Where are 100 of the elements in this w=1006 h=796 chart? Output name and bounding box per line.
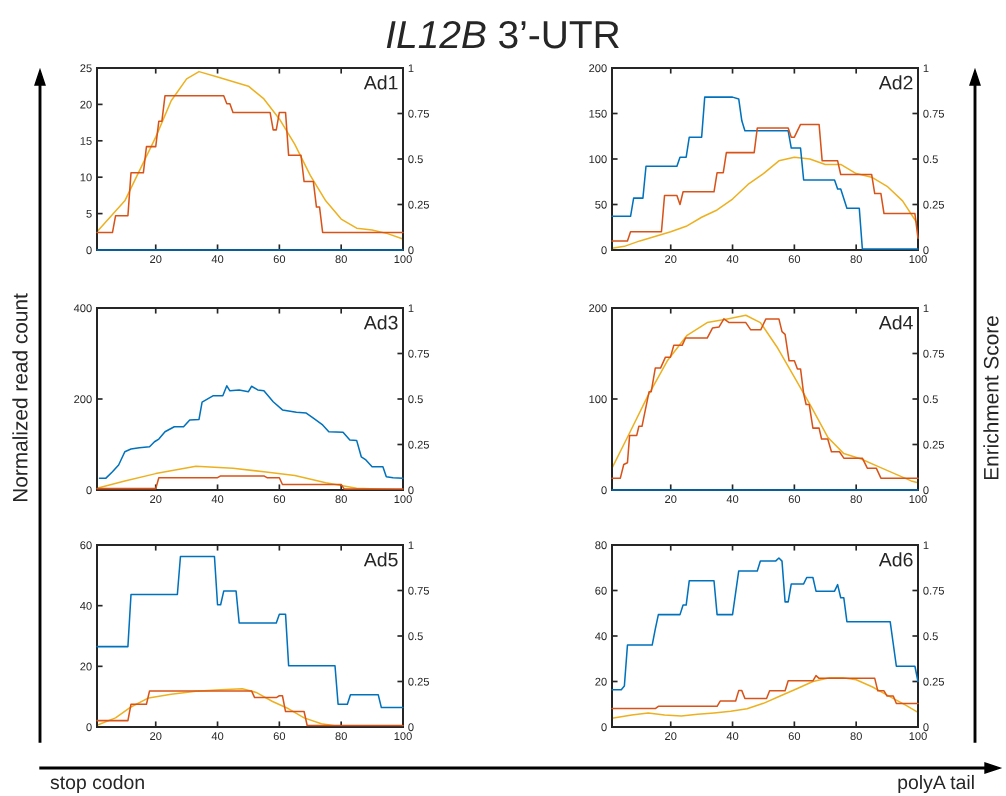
y2-tick-label: 0 xyxy=(923,486,929,495)
y2-tick-label: 0.25 xyxy=(408,440,430,449)
y2-tick-label: 0.75 xyxy=(923,586,945,595)
y2-tick-label: 0.75 xyxy=(923,109,945,118)
line-series xyxy=(98,385,404,479)
x-tick-label: 60 xyxy=(273,255,286,264)
chart-title: Ad5 xyxy=(363,552,398,567)
y-tick-label: 40 xyxy=(595,632,607,641)
x-tick-label: 60 xyxy=(788,732,801,741)
x-tick-label: 60 xyxy=(273,495,286,504)
y-tick-label: 15 xyxy=(80,137,92,145)
x-tick-label: 40 xyxy=(211,732,224,741)
y2-tick-label: 0 xyxy=(408,246,414,255)
y-tick-label: 50 xyxy=(595,200,607,209)
y-tick-label: 200 xyxy=(589,304,607,313)
y2-tick-label: 0.5 xyxy=(408,632,423,641)
y-tick-label: 0 xyxy=(86,486,92,495)
y2-tick-label: 1 xyxy=(923,541,929,550)
chart-title: Ad1 xyxy=(363,75,398,90)
x-tick-label: 20 xyxy=(665,255,677,264)
y-tick-label: 0 xyxy=(86,723,92,732)
y2-tick-label: 0.5 xyxy=(923,395,938,404)
y2-tick-label: 0.5 xyxy=(923,155,938,164)
x-tick-label: 40 xyxy=(211,255,224,264)
y-tick-label: 40 xyxy=(80,601,92,610)
x-tick-label: 40 xyxy=(726,255,739,264)
x-tick-label: 100 xyxy=(394,255,412,264)
x-tick-label: 20 xyxy=(665,732,677,741)
y-tick-label: 200 xyxy=(589,64,607,73)
y2-tick-label: 0.75 xyxy=(408,349,430,358)
x-tick-label: 100 xyxy=(394,732,412,741)
x-tick-label: 40 xyxy=(726,495,739,504)
x-tick-label: 80 xyxy=(335,495,347,504)
y2-tick-label: 0.75 xyxy=(408,109,430,118)
y2-tick-label: 1 xyxy=(923,304,929,313)
y-tick-label: 0 xyxy=(601,723,607,732)
y-tick-label: 60 xyxy=(595,586,607,595)
y-tick-label: 80 xyxy=(595,541,607,550)
y2-tick-label: 0.75 xyxy=(923,349,945,358)
y-tick-label: 0 xyxy=(601,246,607,255)
y-tick-label: 200 xyxy=(74,395,92,404)
y2-tick-label: 0.5 xyxy=(923,632,938,641)
x-tick-label: 100 xyxy=(909,732,927,741)
x-tick-label: 20 xyxy=(665,495,677,504)
x-tick-label: 80 xyxy=(335,255,347,264)
y-tick-label: 0 xyxy=(601,486,607,495)
y-tick-label: 60 xyxy=(80,541,92,550)
x-tick-label: 20 xyxy=(150,732,162,741)
line-series xyxy=(96,70,404,240)
line-series xyxy=(96,94,404,234)
y-tick-label: 20 xyxy=(80,662,92,671)
line-series xyxy=(611,96,919,250)
x-tick-label: 60 xyxy=(788,495,801,504)
y-tick-label: 150 xyxy=(589,109,607,118)
text: polyA tail xyxy=(898,774,974,794)
x-tick-label: 40 xyxy=(211,495,224,504)
line-series xyxy=(611,674,919,710)
y2-tick-label: 0.75 xyxy=(408,586,430,595)
x-tick-label: 80 xyxy=(335,732,347,741)
y2-tick-label: 0.5 xyxy=(408,155,423,164)
x-tick-label: 60 xyxy=(788,255,801,264)
y2-tick-label: 0.25 xyxy=(923,200,945,209)
x-tick-label: 80 xyxy=(850,255,862,264)
y-tick-label: 100 xyxy=(589,395,607,404)
x-tick-label: 40 xyxy=(726,732,739,741)
x-tick-label: 100 xyxy=(394,495,412,504)
y-tick-label: 5 xyxy=(86,209,92,218)
y2-tick-label: 0.25 xyxy=(923,440,945,449)
text: IL12B 3’-UTR xyxy=(386,20,619,49)
y2-tick-label: 0 xyxy=(408,486,414,495)
x-tick-label: 100 xyxy=(909,495,927,504)
y2-tick-label: 1 xyxy=(408,541,414,550)
x-tick-label: 100 xyxy=(909,255,927,264)
y2-tick-label: 1 xyxy=(408,304,414,313)
y-tick-label: 10 xyxy=(80,173,92,182)
y2-tick-label: 0.25 xyxy=(408,677,430,686)
line-series xyxy=(611,123,919,242)
y-tick-label: 400 xyxy=(73,304,92,313)
x-tick-label: 60 xyxy=(273,732,286,741)
chart-title: Ad6 xyxy=(878,552,913,567)
y2-tick-label: 0.25 xyxy=(923,677,945,686)
text: stop codon xyxy=(50,774,144,794)
y2-tick-label: 1 xyxy=(923,64,929,73)
x-tick-label: 20 xyxy=(150,255,162,264)
line-series xyxy=(611,677,919,720)
y-tick-label: 20 xyxy=(80,100,92,109)
x-tick-label: 20 xyxy=(150,495,162,504)
y2-tick-label: 0.5 xyxy=(408,395,423,404)
x-tick-label: 80 xyxy=(850,732,862,741)
y2-tick-label: 0 xyxy=(923,246,929,255)
y-axis-title: Normalized read count xyxy=(12,293,28,502)
y2-tick-label: 0 xyxy=(923,723,929,732)
y2-tick-label: 0 xyxy=(408,723,414,732)
y-tick-label: 25 xyxy=(80,64,92,73)
y-tick-label: 0 xyxy=(86,246,92,255)
y2-axis-title: Enrichment Score xyxy=(983,316,999,480)
y-tick-label: 100 xyxy=(589,155,607,164)
x-tick-label: 80 xyxy=(850,495,862,504)
chart-title: Ad2 xyxy=(878,75,913,90)
chart-title: Ad3 xyxy=(363,315,398,330)
